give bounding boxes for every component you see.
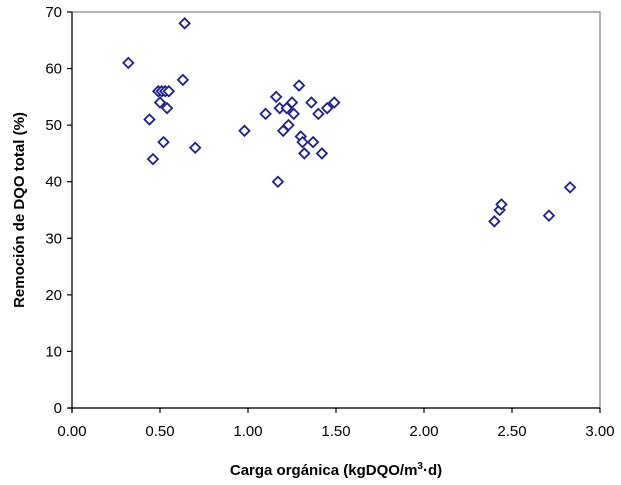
y-tick-label: 60 bbox=[45, 61, 62, 78]
data-point bbox=[292, 79, 306, 92]
data-point bbox=[320, 101, 334, 115]
data-point bbox=[282, 118, 295, 132]
data-point bbox=[157, 135, 170, 149]
data-point bbox=[238, 124, 251, 138]
x-tick-label: 3.00 bbox=[585, 423, 614, 440]
x-tick-label: 0.00 bbox=[57, 423, 86, 440]
y-tick-label: 30 bbox=[45, 230, 62, 247]
data-point bbox=[162, 84, 176, 98]
x-tick-labels: 0.00 0.50 1.00 1.50 2.00 2.50 3.00 bbox=[57, 423, 614, 440]
data-point bbox=[269, 90, 283, 104]
data-point bbox=[259, 107, 272, 121]
data-point bbox=[160, 101, 174, 115]
y-tick-label: 0 bbox=[54, 400, 62, 417]
data-point bbox=[542, 209, 556, 222]
data-point bbox=[315, 147, 329, 160]
data-point bbox=[176, 73, 190, 87]
axes bbox=[67, 11, 601, 413]
y-tick-label: 20 bbox=[45, 287, 62, 304]
data-point bbox=[143, 113, 156, 126]
y-axis-title: Remoción de DQO total (%) bbox=[11, 112, 28, 308]
y-tick-labels: 0 10 20 30 40 50 60 70 bbox=[45, 4, 62, 417]
x-tick-label: 0.50 bbox=[145, 423, 174, 440]
data-point bbox=[153, 96, 167, 109]
data-point bbox=[146, 152, 160, 166]
data-point bbox=[327, 96, 341, 109]
y-tick-label: 70 bbox=[45, 4, 62, 21]
data-point bbox=[287, 107, 301, 121]
y-tick-label: 50 bbox=[45, 117, 62, 134]
x-tick-label: 1.50 bbox=[321, 423, 350, 440]
data-point bbox=[306, 135, 320, 149]
x-tick-label: 2.00 bbox=[409, 423, 438, 440]
data-point bbox=[305, 96, 318, 109]
x-tick-label: 1.00 bbox=[233, 423, 262, 440]
data-points bbox=[122, 17, 577, 228]
data-point bbox=[188, 141, 202, 155]
data-point bbox=[296, 135, 309, 149]
data-point bbox=[495, 198, 508, 211]
data-point bbox=[178, 17, 191, 30]
x-tick-label: 2.50 bbox=[497, 423, 526, 440]
y-tick-label: 10 bbox=[45, 343, 62, 360]
y-tick-label: 40 bbox=[45, 174, 62, 191]
plot-area bbox=[71, 11, 601, 409]
data-point bbox=[488, 215, 501, 228]
data-point bbox=[298, 147, 311, 160]
data-point bbox=[285, 96, 299, 109]
data-point bbox=[122, 56, 135, 70]
data-point bbox=[563, 181, 577, 194]
data-point bbox=[271, 175, 285, 188]
x-axis-title: Carga orgánica (kgDQO/m3·d) bbox=[230, 461, 442, 479]
data-point bbox=[312, 107, 325, 121]
